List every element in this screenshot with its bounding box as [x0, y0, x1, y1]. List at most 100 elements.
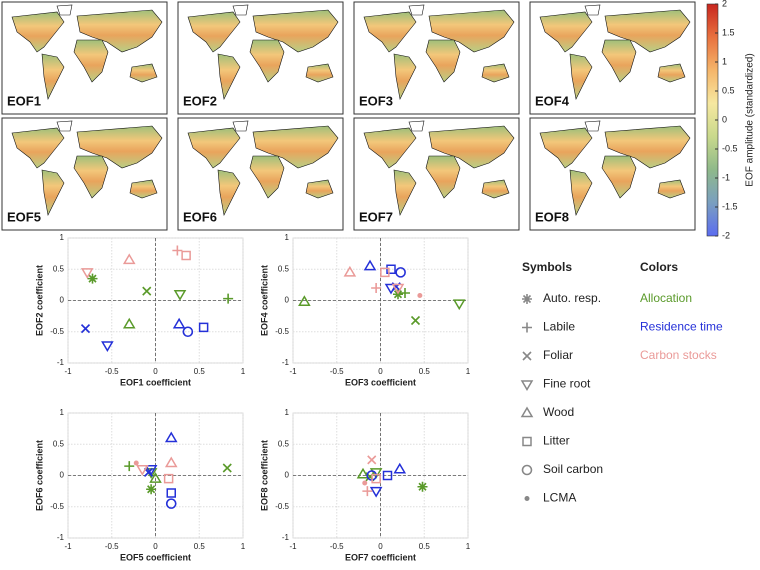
map-panel: EOF1 [1, 1, 168, 115]
y-tick-label: -1 [282, 358, 290, 367]
legend-label: Labile [543, 320, 575, 334]
point [142, 286, 152, 296]
legend-label: Foliar [543, 348, 573, 362]
map-label: EOF1 [7, 93, 41, 108]
y-axis-label: EOF8 coefficient [259, 440, 269, 511]
legend-label: Soil carbon [543, 462, 603, 476]
legend-symbol [520, 380, 534, 391]
point [391, 283, 405, 295]
point [136, 465, 149, 476]
colorbar-tick-label: -1.5 [722, 201, 738, 211]
legend-label: LCMA [543, 491, 576, 505]
colorbar-tick-label: -0.5 [722, 143, 738, 153]
point [146, 484, 157, 495]
map-label: EOF7 [359, 209, 393, 224]
legend-symbol [524, 496, 530, 501]
point [371, 283, 382, 293]
map-label: EOF6 [183, 209, 217, 224]
y-tick-label: 0 [60, 471, 65, 480]
map-panel: EOF8 [529, 117, 696, 231]
point [386, 264, 396, 274]
point [222, 463, 232, 473]
point [382, 470, 393, 481]
x-tick-label: 0 [378, 367, 383, 376]
map-panel: EOF7 [353, 117, 520, 231]
y-tick-label: 0 [60, 296, 65, 305]
point [80, 324, 91, 334]
point [395, 267, 406, 278]
point [164, 431, 178, 443]
x-tick-label: 1 [241, 367, 246, 376]
point [101, 341, 114, 352]
map-panel: EOF5 [1, 117, 168, 231]
y-tick-label: -1 [282, 533, 290, 542]
point [362, 480, 368, 486]
map-panel: EOF4 [529, 1, 696, 115]
colorbar-tick-label: 1.5 [722, 27, 735, 37]
legend-title: Symbols [522, 260, 572, 274]
y-tick-label: 0 [285, 471, 290, 480]
x-tick-label: 0 [153, 542, 158, 551]
point [400, 288, 410, 298]
x-tick-label: 1 [466, 542, 471, 551]
point [298, 295, 311, 306]
colorbar-label: EOF amplitude (standardized) [745, 53, 756, 186]
y-axis-label: EOF4 coefficient [259, 265, 269, 336]
point [166, 488, 176, 498]
point [410, 315, 421, 326]
y-tick-label: -0.5 [275, 327, 289, 336]
x-tick-label: 1 [241, 542, 246, 551]
map-label: EOF8 [535, 209, 569, 224]
y-tick-label: -0.5 [50, 327, 64, 336]
point [343, 265, 357, 277]
x-tick-label: 0.5 [419, 542, 431, 551]
x-tick-label: 1 [466, 367, 471, 376]
point [124, 461, 135, 472]
y-axis-label: EOF2 coefficient [34, 265, 44, 336]
point [380, 267, 390, 278]
point [172, 317, 186, 329]
point [417, 293, 423, 298]
legend-label: Fine root [543, 377, 591, 391]
point [182, 326, 194, 338]
x-tick-label: -0.5 [330, 367, 344, 376]
colorbar-tick-label: -2 [722, 230, 730, 240]
legend-title: Colors [640, 260, 678, 274]
point [384, 283, 398, 295]
point [181, 250, 191, 261]
point [122, 317, 136, 329]
point [198, 322, 209, 333]
y-tick-label: 0.5 [278, 439, 290, 448]
point [165, 498, 177, 509]
map-panel: EOF2 [177, 1, 344, 115]
point [122, 253, 136, 265]
map-panel: EOF3 [353, 1, 520, 115]
y-axis-label: EOF6 coefficient [34, 440, 44, 511]
map-label: EOF4 [535, 93, 570, 108]
legend-symbol [520, 406, 534, 418]
y-tick-label: -1 [57, 358, 65, 367]
legend-label: Litter [543, 434, 570, 448]
x-tick-label: 0 [378, 542, 383, 551]
x-axis-label: EOF7 coefficient [345, 552, 416, 562]
y-tick-label: 1 [60, 233, 65, 242]
point [417, 481, 428, 492]
y-tick-label: 1 [285, 233, 290, 242]
x-axis-label: EOF1 coefficient [120, 377, 191, 387]
point [173, 290, 187, 301]
x-tick-label: -1 [64, 542, 72, 551]
legend-symbol [522, 322, 532, 333]
point [367, 455, 377, 465]
legend-symbol [522, 436, 532, 447]
x-axis-label: EOF3 coefficient [345, 377, 416, 387]
point [87, 273, 98, 284]
point [371, 473, 381, 484]
legend-symbol [522, 294, 532, 304]
y-tick-label: -0.5 [50, 502, 64, 511]
colorbar-tick-label: 0 [722, 114, 727, 124]
x-tick-label: -0.5 [105, 367, 119, 376]
map-label: EOF5 [7, 209, 41, 224]
x-tick-label: -1 [64, 367, 72, 376]
legend-label: Residence time [640, 320, 723, 334]
